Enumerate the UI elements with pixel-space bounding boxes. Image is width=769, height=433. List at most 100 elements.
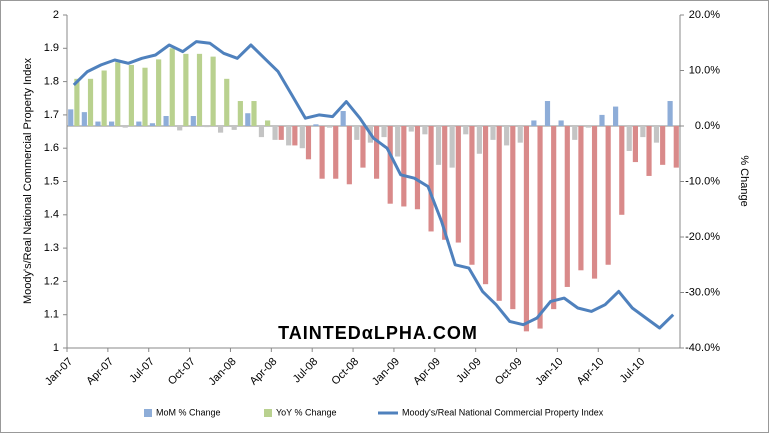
- bar: [660, 126, 666, 165]
- bar: [510, 126, 516, 310]
- y2-tick-label: -10.0%: [685, 175, 720, 187]
- bar: [449, 126, 455, 168]
- bar: [74, 78, 80, 126]
- bar: [224, 78, 230, 126]
- y-tick-label: 1.1: [44, 309, 59, 321]
- bar: [626, 126, 632, 151]
- bar: [605, 126, 611, 265]
- y-tick-label: 1: [53, 342, 59, 354]
- bar: [122, 126, 128, 128]
- bar: [673, 126, 679, 168]
- bar: [299, 126, 305, 149]
- bar: [278, 126, 284, 140]
- legend-label: YoY % Change: [276, 407, 337, 417]
- bar: [231, 126, 237, 130]
- bar: [292, 126, 298, 146]
- legend-label: MoM % Change: [156, 407, 221, 417]
- bar: [469, 126, 475, 265]
- bar: [401, 126, 407, 207]
- y-tick-label: 1.9: [44, 42, 59, 54]
- bar: [490, 126, 496, 140]
- bar: [169, 48, 175, 126]
- bar: [558, 120, 564, 126]
- y-tick-label: 1.3: [44, 242, 59, 254]
- y2-tick-label: 10.0%: [689, 64, 720, 76]
- bar: [183, 53, 189, 126]
- bar: [87, 78, 94, 126]
- bar: [237, 101, 243, 126]
- bar: [564, 126, 570, 287]
- bar: [346, 126, 352, 185]
- bar: [354, 126, 360, 140]
- bar: [68, 109, 74, 126]
- bar: [313, 124, 319, 126]
- y2-axis-label: % Change: [738, 155, 750, 206]
- bar: [504, 126, 510, 146]
- bar: [109, 121, 115, 126]
- bar: [599, 114, 605, 126]
- bar: [646, 126, 652, 176]
- bar: [360, 126, 366, 168]
- y-tick-label: 1.5: [44, 175, 59, 187]
- bar: [251, 101, 257, 126]
- bar: [128, 64, 134, 126]
- bar: [156, 59, 162, 126]
- bar: [374, 126, 380, 179]
- bar: [585, 126, 591, 128]
- bar: [204, 126, 210, 128]
- bar: [537, 126, 543, 329]
- y-tick-label: 1.2: [44, 275, 59, 287]
- y-tick-label: 1.7: [44, 109, 59, 121]
- bar: [653, 126, 660, 143]
- watermark-box: [280, 322, 476, 346]
- bar: [591, 126, 598, 279]
- bar: [217, 126, 224, 133]
- bar: [210, 56, 216, 126]
- legend-swatch: [144, 409, 152, 417]
- bar: [177, 126, 183, 131]
- bar: [408, 126, 414, 132]
- bar: [101, 70, 107, 126]
- bar: [258, 126, 265, 138]
- bar: [428, 126, 434, 232]
- bar: [326, 126, 333, 128]
- bar: [81, 112, 87, 126]
- y2-tick-label: -30.0%: [685, 286, 720, 298]
- bar: [163, 116, 169, 126]
- bar: [517, 126, 523, 143]
- bar: [333, 126, 339, 179]
- bar: [531, 120, 537, 126]
- bar: [319, 126, 325, 179]
- bar: [619, 126, 625, 215]
- bar: [414, 126, 421, 210]
- bar: [640, 126, 646, 138]
- bar: [196, 53, 203, 126]
- bar: [149, 123, 156, 126]
- bar: [272, 126, 278, 140]
- bar: [422, 126, 428, 135]
- bar: [395, 126, 401, 157]
- legend-label: Moody's/Real National Commercial Propert…: [402, 407, 604, 417]
- y-tick-label: 1.8: [44, 76, 59, 88]
- line: [72, 40, 675, 330]
- bar: [286, 126, 292, 146]
- watermark: TAINTEDαLPHA.COM: [278, 323, 478, 343]
- y2-tick-label: 20.0%: [689, 9, 720, 21]
- bar: [544, 101, 551, 126]
- bar: [482, 126, 489, 285]
- bar: [613, 106, 619, 126]
- bar: [136, 121, 142, 126]
- bar: [523, 126, 530, 332]
- legend: MoM % Change YoY % Change Moody's/Real Nat…: [144, 407, 604, 417]
- y-tick-label: 2: [53, 9, 59, 21]
- bar: [381, 126, 387, 138]
- bar: [142, 67, 148, 126]
- bar: [442, 126, 448, 240]
- bar: [632, 126, 638, 163]
- bar: [190, 116, 196, 126]
- bar: [95, 121, 101, 126]
- bar: [496, 126, 502, 301]
- legend-swatch: [264, 409, 272, 417]
